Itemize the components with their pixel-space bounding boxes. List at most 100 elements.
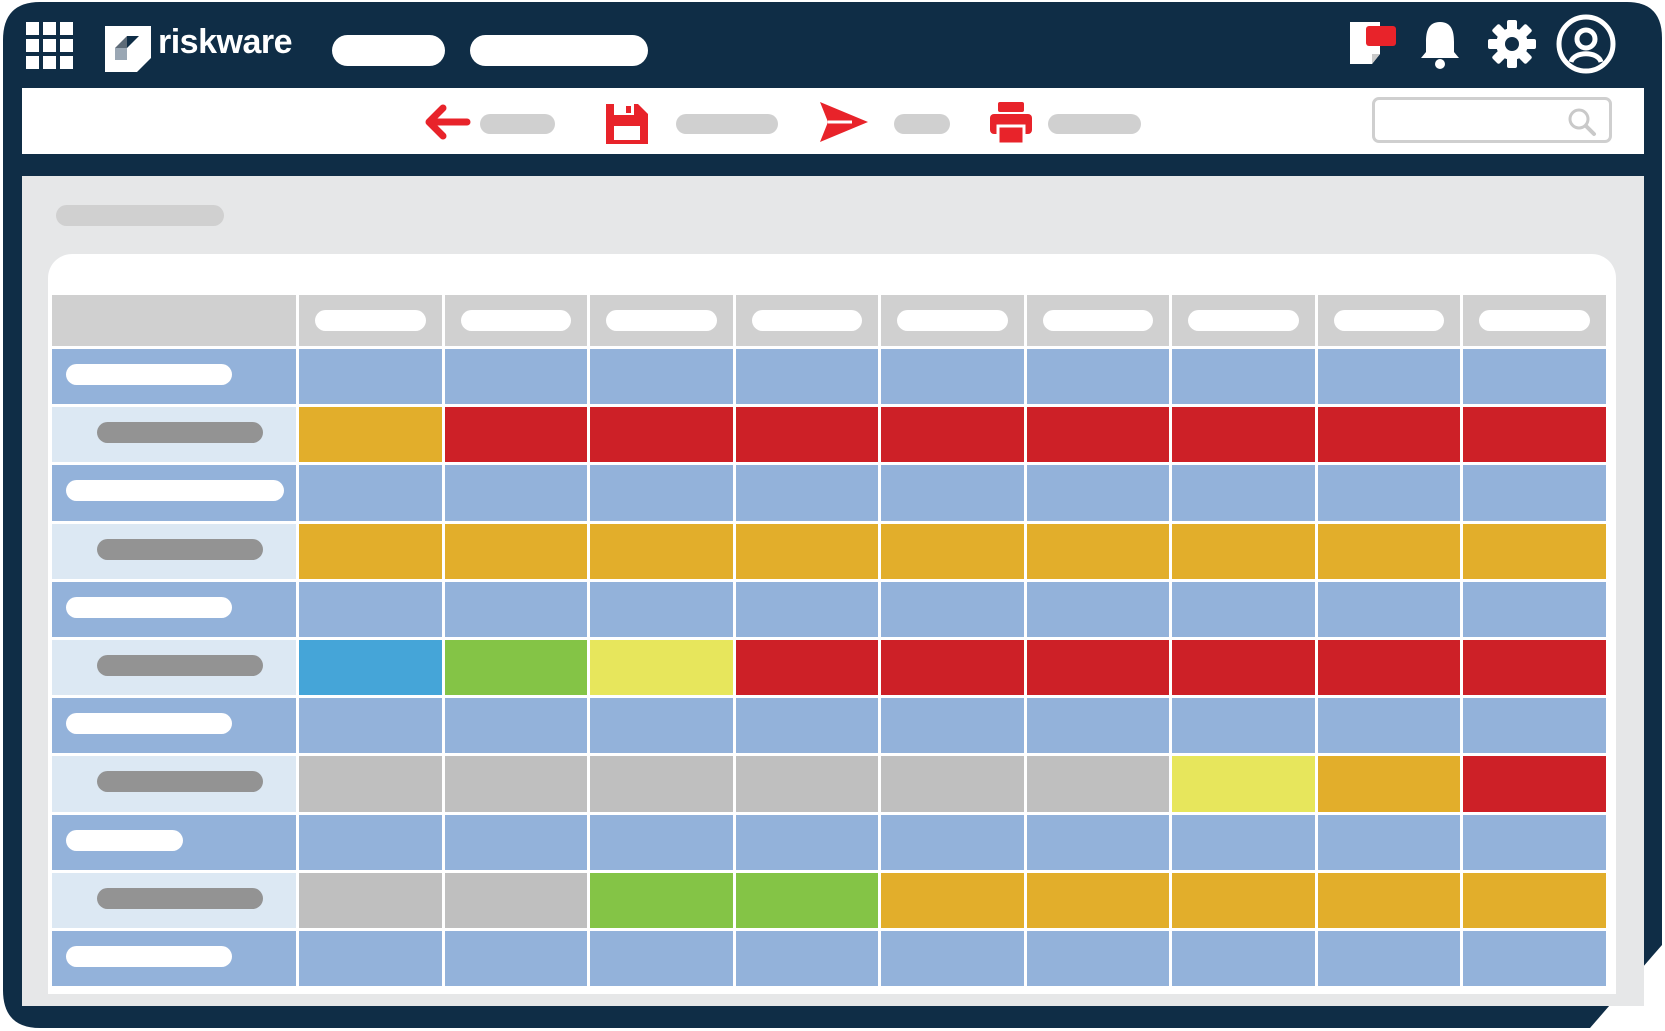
status-cell-gray[interactable] <box>735 756 878 812</box>
status-cell-gray[interactable] <box>299 872 442 928</box>
status-cell-red[interactable] <box>1463 756 1606 812</box>
status-cell-orange[interactable] <box>1172 872 1315 928</box>
column-header[interactable] <box>1463 295 1606 346</box>
column-header[interactable] <box>881 295 1024 346</box>
section-row-cell <box>590 349 733 405</box>
section-row-label[interactable] <box>52 698 296 754</box>
section-row-cell <box>1317 814 1460 870</box>
status-cell-red[interactable] <box>444 407 587 463</box>
status-cell-orange[interactable] <box>735 523 878 579</box>
status-cell-red[interactable] <box>1317 640 1460 696</box>
status-cell-red[interactable] <box>735 640 878 696</box>
item-row-label[interactable] <box>52 640 296 696</box>
status-cell-orange[interactable] <box>299 407 442 463</box>
search-input[interactable] <box>1372 97 1612 143</box>
status-cell-green[interactable] <box>735 872 878 928</box>
save-label[interactable] <box>676 114 778 134</box>
item-row-label[interactable] <box>52 407 296 463</box>
status-cell-red[interactable] <box>1172 640 1315 696</box>
section-row-cell <box>1463 581 1606 637</box>
status-cell-orange[interactable] <box>1317 872 1460 928</box>
section-row-cell <box>1463 814 1606 870</box>
bell-icon[interactable] <box>1416 16 1466 72</box>
status-cell-red[interactable] <box>590 407 733 463</box>
status-cell-orange[interactable] <box>1463 523 1606 579</box>
status-cell-orange[interactable] <box>444 523 587 579</box>
status-cell-orange[interactable] <box>1026 872 1169 928</box>
apps-grid-icon[interactable] <box>26 22 76 72</box>
section-name <box>66 480 284 502</box>
status-cell-orange[interactable] <box>1172 523 1315 579</box>
status-cell-red[interactable] <box>735 407 878 463</box>
section-row-cell <box>1463 349 1606 405</box>
section-row-cell <box>444 465 587 521</box>
print-label[interactable] <box>1048 114 1141 134</box>
status-cell-gray[interactable] <box>299 756 442 812</box>
search-icon[interactable] <box>1566 106 1598 138</box>
column-header[interactable] <box>1026 295 1169 346</box>
status-cell-red[interactable] <box>1026 640 1169 696</box>
status-cell-gray[interactable] <box>444 872 587 928</box>
nav-menu-item-2[interactable] <box>470 35 648 66</box>
back-arrow-icon[interactable] <box>421 100 473 144</box>
status-cell-orange[interactable] <box>881 872 1024 928</box>
column-header[interactable] <box>1317 295 1460 346</box>
item-row-label[interactable] <box>52 523 296 579</box>
section-row-label[interactable] <box>52 581 296 637</box>
status-cell-orange[interactable] <box>1317 756 1460 812</box>
print-icon[interactable] <box>988 100 1034 146</box>
section-row-cell <box>1172 931 1315 987</box>
section-name <box>66 596 232 618</box>
status-cell-orange[interactable] <box>881 523 1024 579</box>
section-row-cell <box>1026 465 1169 521</box>
column-header[interactable] <box>299 295 442 346</box>
column-header[interactable] <box>1172 295 1315 346</box>
notes-icon[interactable] <box>1344 14 1404 74</box>
section-row-label[interactable] <box>52 814 296 870</box>
section-row-cell <box>881 814 1024 870</box>
status-cell-red[interactable] <box>1026 407 1169 463</box>
save-icon[interactable] <box>604 100 650 146</box>
status-cell-orange[interactable] <box>1463 872 1606 928</box>
column-header[interactable] <box>735 295 878 346</box>
status-cell-red[interactable] <box>1463 407 1606 463</box>
section-row-label[interactable] <box>52 349 296 405</box>
status-cell-red[interactable] <box>1172 407 1315 463</box>
status-cell-green[interactable] <box>444 640 587 696</box>
status-cell-yellow[interactable] <box>1172 756 1315 812</box>
section-row-cell <box>735 581 878 637</box>
status-cell-gray[interactable] <box>590 756 733 812</box>
item-name <box>97 887 263 909</box>
column-header[interactable] <box>590 295 733 346</box>
column-header[interactable] <box>444 295 587 346</box>
status-cell-gray[interactable] <box>881 756 1024 812</box>
status-cell-red[interactable] <box>881 640 1024 696</box>
section-row-label[interactable] <box>52 465 296 521</box>
status-cell-orange[interactable] <box>299 523 442 579</box>
status-cell-gray[interactable] <box>1026 756 1169 812</box>
status-cell-blue[interactable] <box>299 640 442 696</box>
gear-icon[interactable] <box>1486 18 1538 70</box>
status-cell-orange[interactable] <box>1317 523 1460 579</box>
section-row-label[interactable] <box>52 931 296 987</box>
section-row-cell <box>1317 349 1460 405</box>
status-cell-orange[interactable] <box>590 523 733 579</box>
status-cell-red[interactable] <box>881 407 1024 463</box>
item-row-label[interactable] <box>52 756 296 812</box>
status-cell-orange[interactable] <box>1026 523 1169 579</box>
item-row-label[interactable] <box>52 872 296 928</box>
nav-menu-item-1[interactable] <box>332 35 445 66</box>
status-cell-yellow[interactable] <box>590 640 733 696</box>
back-label[interactable] <box>480 114 555 134</box>
status-cell-red[interactable] <box>1317 407 1460 463</box>
section-row-cell <box>1172 465 1315 521</box>
send-icon[interactable] <box>818 100 870 144</box>
section-row-cell <box>1026 814 1169 870</box>
section-row-cell <box>1172 814 1315 870</box>
status-cell-gray[interactable] <box>444 756 587 812</box>
status-cell-red[interactable] <box>1463 640 1606 696</box>
send-label[interactable] <box>894 114 950 134</box>
user-icon[interactable] <box>1554 12 1618 76</box>
section-row-cell <box>299 814 442 870</box>
status-cell-green[interactable] <box>590 872 733 928</box>
